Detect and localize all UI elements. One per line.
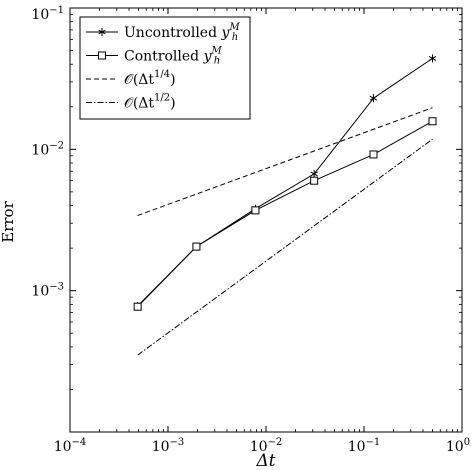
- legend-marker: [98, 28, 106, 36]
- series-2: [133, 117, 437, 311]
- legend-box: [79, 16, 251, 120]
- axes: 10−4 10−3 10−2 10−1 100 10−3 10−2 10−1: [31, 5, 470, 455]
- x-tick-label: 10−2: [250, 437, 283, 455]
- data-point: [428, 54, 437, 63]
- series-line: [137, 120, 433, 308]
- data-point: [428, 117, 437, 126]
- legend-label: 𝒪(Δt1/2): [124, 93, 176, 112]
- series-3: [137, 107, 433, 217]
- legend: Uncontrolled yM h Controlled yM h 𝒪(Δt1/4) 𝒪(…: [79, 16, 251, 120]
- legend-marker: [98, 51, 106, 60]
- data-point: [310, 169, 318, 178]
- legend-entry: 𝒪(Δt1/2): [86, 93, 176, 112]
- x-tick-label: 10−3: [152, 437, 185, 455]
- y-tick-label: 10−3: [31, 282, 64, 300]
- x-axis-label: Δt: [255, 451, 275, 470]
- legend-entry: 𝒪(Δt1/4): [86, 69, 176, 88]
- x-tick-label: 10−1: [348, 437, 381, 455]
- series-line: [137, 138, 433, 356]
- legend-label: Controlled yM h: [124, 46, 222, 67]
- x-tick-label: 10−4: [54, 437, 87, 455]
- legend-entry: Uncontrolled yM h: [86, 22, 240, 43]
- data-point: [369, 94, 378, 103]
- data-point: [192, 242, 201, 251]
- legend-label: 𝒪(Δt1/4): [124, 69, 176, 88]
- data-point: [310, 176, 319, 185]
- data-point: [251, 206, 260, 215]
- data-point: [369, 150, 378, 159]
- y-tick-label: 10−2: [31, 140, 64, 158]
- legend-entry: Controlled yM h: [86, 46, 222, 67]
- series-layer: [133, 54, 437, 356]
- series-line: [137, 107, 433, 217]
- y-tick-label: 10−1: [31, 5, 64, 23]
- data-point: [133, 302, 142, 311]
- series-4: [137, 138, 433, 356]
- legend-label: Uncontrolled yM h: [124, 22, 240, 43]
- y-axis-label: Error: [0, 200, 17, 242]
- x-tick-label: 100: [446, 437, 470, 455]
